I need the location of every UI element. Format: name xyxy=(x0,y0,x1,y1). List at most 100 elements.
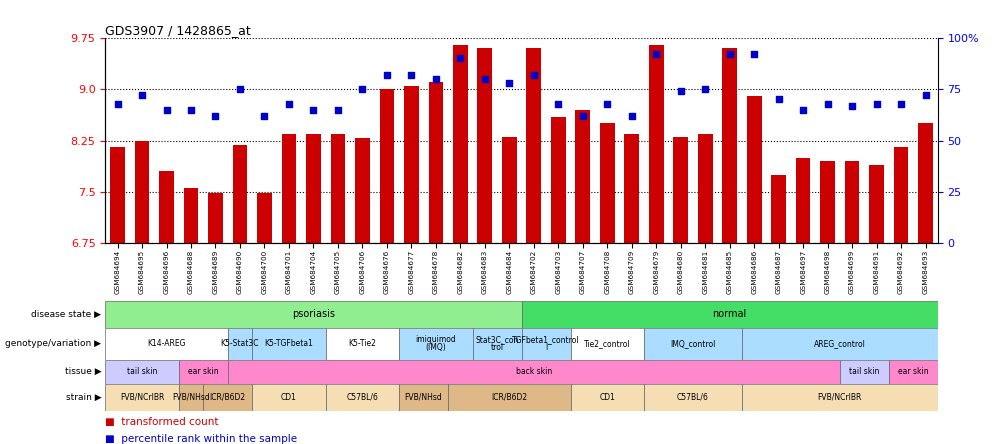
Bar xyxy=(453,44,467,243)
Point xyxy=(770,96,786,103)
Point xyxy=(696,86,712,93)
Bar xyxy=(105,384,178,411)
Bar xyxy=(208,193,222,243)
Bar xyxy=(741,384,937,411)
Point xyxy=(134,92,150,99)
Bar xyxy=(257,193,272,243)
Text: ■  transformed count: ■ transformed count xyxy=(105,417,218,427)
Bar xyxy=(105,328,227,360)
Bar xyxy=(399,328,472,360)
Bar xyxy=(746,96,761,243)
Point xyxy=(525,71,541,78)
Bar xyxy=(105,360,178,384)
Bar xyxy=(917,123,932,243)
Bar xyxy=(795,158,810,243)
Bar xyxy=(404,86,418,243)
Bar xyxy=(820,161,834,243)
Bar xyxy=(326,328,399,360)
Bar xyxy=(282,134,296,243)
Text: ear skin: ear skin xyxy=(187,367,218,377)
Text: disease state ▶: disease state ▶ xyxy=(31,310,101,319)
Bar xyxy=(472,328,521,360)
Point xyxy=(672,87,688,95)
Point xyxy=(892,100,908,107)
Point xyxy=(844,102,860,109)
Bar xyxy=(501,137,516,243)
Text: C57BL/6: C57BL/6 xyxy=(346,393,378,402)
Bar xyxy=(869,165,883,243)
Point xyxy=(647,51,663,58)
Text: ICR/B6D2: ICR/B6D2 xyxy=(209,393,245,402)
Point xyxy=(452,55,468,62)
Bar xyxy=(570,328,643,360)
Point xyxy=(330,106,346,113)
Bar xyxy=(844,161,859,243)
Text: K5-Stat3C: K5-Stat3C xyxy=(220,339,259,348)
Point xyxy=(231,86,247,93)
Point xyxy=(354,86,370,93)
Point xyxy=(868,100,884,107)
Text: FVB/NCrIBR: FVB/NCrIBR xyxy=(119,393,164,402)
Text: psoriasis: psoriasis xyxy=(292,309,335,319)
Bar xyxy=(203,384,252,411)
Point xyxy=(917,92,933,99)
Bar xyxy=(648,44,663,243)
Bar xyxy=(599,123,614,243)
Text: K5-Tie2: K5-Tie2 xyxy=(348,339,376,348)
Bar xyxy=(183,189,198,243)
Text: GDS3907 / 1428865_at: GDS3907 / 1428865_at xyxy=(105,24,250,36)
Bar xyxy=(643,384,741,411)
Text: IMQ_control: IMQ_control xyxy=(669,339,715,348)
Point xyxy=(819,100,835,107)
Bar xyxy=(306,134,321,243)
Bar xyxy=(624,134,638,243)
Text: tail skin: tail skin xyxy=(849,367,879,377)
Bar xyxy=(741,328,937,360)
Bar xyxy=(550,116,565,243)
Text: K5-TGFbeta1: K5-TGFbeta1 xyxy=(265,339,313,348)
Bar xyxy=(178,384,203,411)
Text: imiquimod
(IMQ): imiquimod (IMQ) xyxy=(415,335,456,352)
Bar xyxy=(893,147,908,243)
Point xyxy=(574,112,590,119)
Bar xyxy=(721,48,736,243)
Bar xyxy=(252,328,326,360)
Point xyxy=(403,71,419,78)
Text: CD1: CD1 xyxy=(281,393,297,402)
Point xyxy=(257,112,273,119)
Point xyxy=(745,51,762,58)
Bar xyxy=(178,360,227,384)
Text: FVB/NHsd: FVB/NHsd xyxy=(405,393,442,402)
Text: K14-AREG: K14-AREG xyxy=(147,339,185,348)
Bar xyxy=(526,48,541,243)
Bar xyxy=(331,134,345,243)
Bar xyxy=(326,384,399,411)
Bar xyxy=(399,384,448,411)
Point xyxy=(158,106,174,113)
Point xyxy=(795,106,811,113)
Bar xyxy=(448,384,570,411)
Bar xyxy=(379,89,394,243)
Bar xyxy=(159,171,173,243)
Bar xyxy=(355,139,370,243)
Bar xyxy=(252,384,326,411)
Point xyxy=(281,100,297,107)
Text: genotype/variation ▶: genotype/variation ▶ xyxy=(5,339,101,348)
Bar xyxy=(575,110,589,243)
Bar xyxy=(477,48,492,243)
Point xyxy=(428,75,444,83)
Point xyxy=(182,106,198,113)
Point xyxy=(379,71,395,78)
Text: AREG_control: AREG_control xyxy=(813,339,865,348)
Text: FVB/NHsd: FVB/NHsd xyxy=(172,393,209,402)
Bar xyxy=(227,360,839,384)
Point xyxy=(207,112,223,119)
Bar xyxy=(643,328,741,360)
Point xyxy=(550,100,566,107)
Point xyxy=(109,100,125,107)
Bar xyxy=(428,82,443,243)
Point xyxy=(501,79,517,87)
Bar xyxy=(110,147,125,243)
Bar xyxy=(227,328,252,360)
Text: ICR/B6D2: ICR/B6D2 xyxy=(491,393,527,402)
